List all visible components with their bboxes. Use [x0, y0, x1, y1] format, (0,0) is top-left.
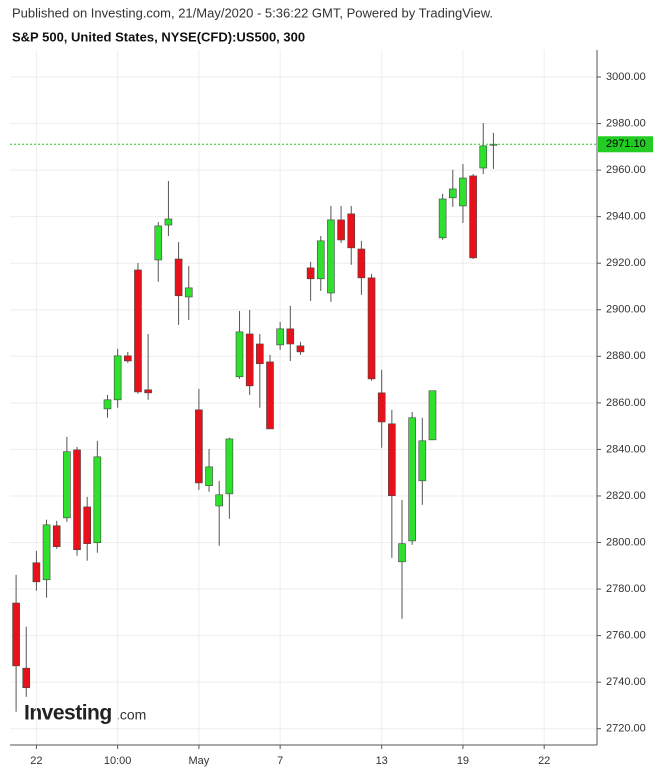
candle-body	[103, 399, 112, 410]
y-tick-label: 2960.00	[606, 164, 646, 176]
candle-body	[448, 188, 457, 199]
candle-body	[174, 258, 183, 297]
candle-body	[154, 225, 163, 261]
y-tick-label: 2800.00	[606, 536, 646, 548]
y-tick-label: 2720.00	[606, 723, 646, 735]
x-tick-label: 13	[376, 755, 388, 767]
y-tick-label: 2840.00	[606, 443, 646, 455]
candle-body	[205, 466, 213, 487]
candle-body	[459, 177, 467, 207]
y-tick-label: 2860.00	[606, 397, 646, 409]
candle-body	[306, 267, 315, 280]
candle-body	[134, 269, 142, 393]
candle-body	[316, 240, 325, 280]
candle-body	[124, 355, 132, 362]
candle-body	[388, 423, 396, 497]
y-tick-label: 2940.00	[606, 211, 646, 223]
y-tick-label: 2920.00	[606, 257, 646, 269]
candle-body	[93, 456, 102, 544]
x-tick-label: 7	[277, 755, 283, 767]
x-tick-label: 22	[538, 755, 550, 767]
candle-body	[408, 417, 416, 542]
candle-body	[398, 543, 406, 563]
x-tick-label: 19	[457, 755, 469, 767]
candle-body	[347, 213, 356, 249]
candle-body	[144, 389, 152, 394]
x-tick-label: 22	[30, 755, 42, 767]
y-tick-label: 3000.00	[606, 71, 646, 83]
last-price-box	[598, 136, 653, 153]
y-tick-label: 2820.00	[606, 490, 646, 502]
candle-body	[225, 438, 234, 495]
candle-body	[245, 333, 254, 387]
candle-body	[52, 525, 61, 547]
candle-body	[164, 218, 173, 226]
candle-body	[184, 287, 193, 298]
candle-body	[195, 409, 203, 484]
candle-body	[286, 328, 295, 345]
x-tick-label: May	[189, 755, 210, 767]
candle-body	[42, 524, 51, 581]
candle-body	[83, 506, 91, 544]
y-tick-label: 2900.00	[606, 304, 646, 316]
candle-body	[113, 355, 122, 401]
candle-body	[357, 248, 366, 279]
y-tick-label: 2740.00	[606, 676, 646, 688]
candle-body	[489, 143, 498, 146]
candle-body	[73, 449, 81, 551]
candle-body	[418, 440, 427, 482]
candle-body	[63, 451, 71, 519]
candle-body	[327, 219, 335, 294]
candle-body	[12, 602, 20, 667]
chart-title: S&P 500, United States, NYSE(CFD):US500,…	[12, 29, 305, 44]
logo-brand: Investing	[24, 702, 112, 725]
y-tick-label: 2880.00	[606, 350, 646, 362]
candle-body	[266, 361, 274, 430]
y-tick-label: 2980.00	[606, 117, 646, 129]
candle-body	[276, 328, 284, 346]
candle-body	[377, 392, 386, 423]
candle-body	[296, 345, 305, 353]
candle-body	[469, 175, 477, 259]
candle-body	[479, 145, 488, 169]
candle-body	[256, 343, 264, 365]
candle-body	[22, 667, 31, 689]
candle-body	[367, 277, 376, 380]
logo-suffix: .com	[116, 707, 146, 723]
x-tick-label: 10:00	[104, 755, 132, 767]
header: Published on Investing.com, 21/May/2020 …	[12, 5, 493, 20]
y-tick-label: 2780.00	[606, 583, 646, 595]
candle-body	[32, 562, 41, 583]
y-tick-label: 2760.00	[606, 630, 646, 642]
last-price-label: 2971.10	[606, 138, 646, 150]
candle-body	[235, 331, 244, 378]
candle-body	[428, 390, 437, 441]
candle-body	[215, 494, 224, 507]
candle-body	[438, 198, 447, 239]
candle-body	[337, 219, 345, 241]
